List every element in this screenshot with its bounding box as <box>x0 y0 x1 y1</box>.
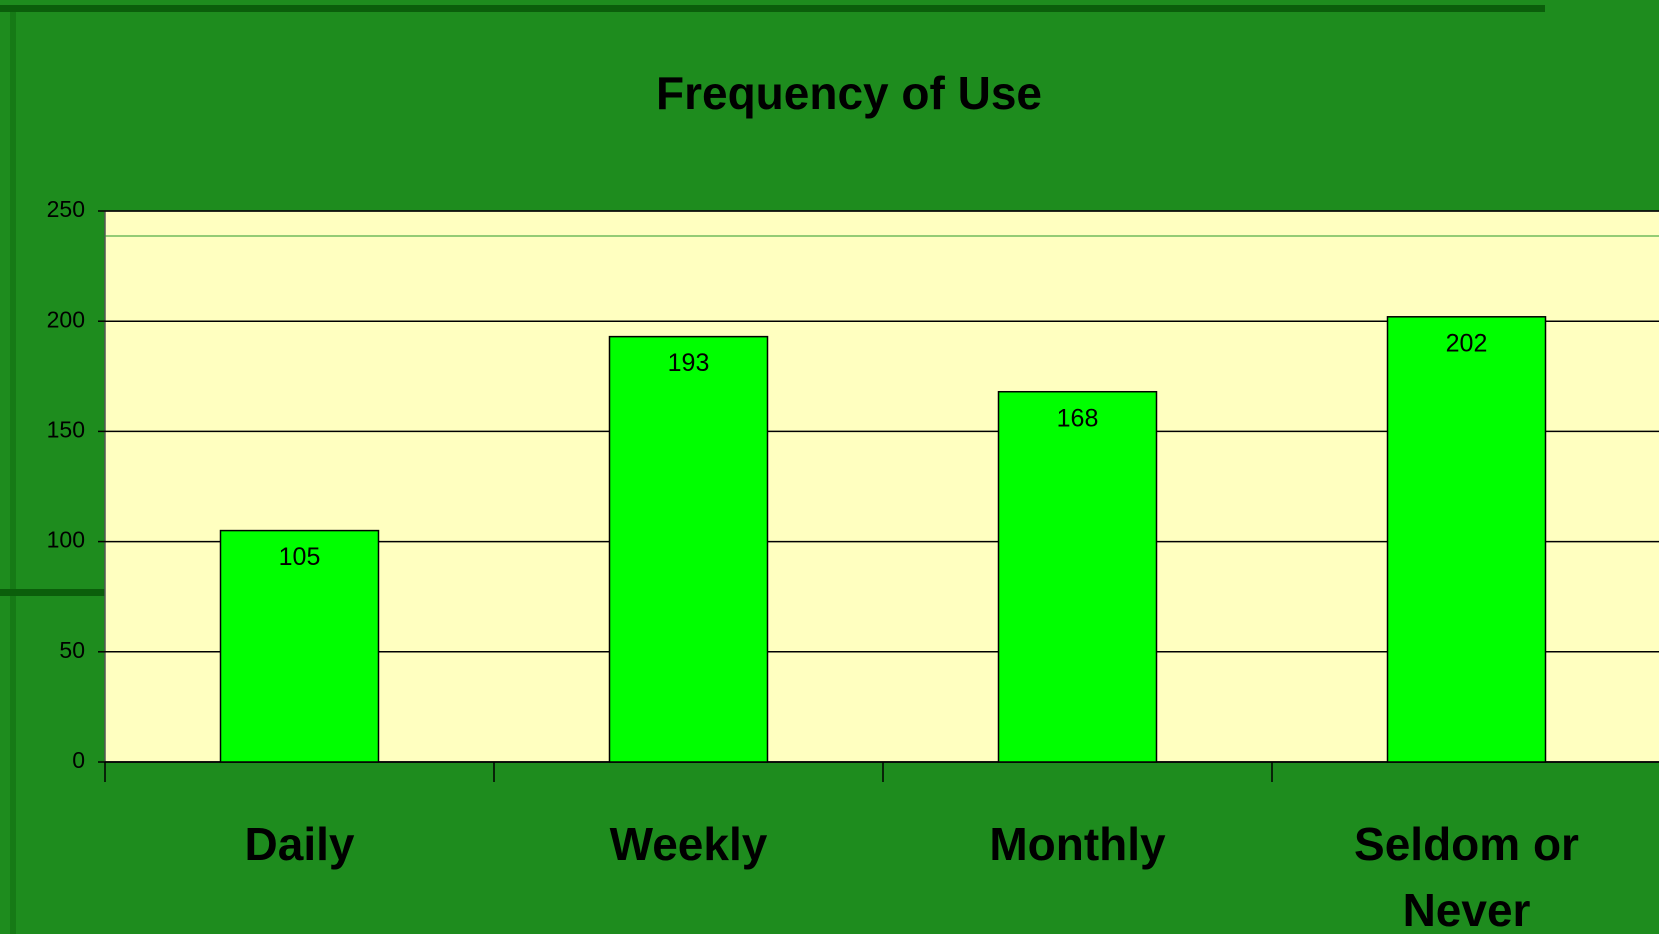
value-label: 168 <box>1057 404 1099 432</box>
bar <box>219 529 380 763</box>
chart-title: Frequency of Use <box>656 67 1042 119</box>
bar <box>997 390 1158 763</box>
left-rule <box>10 12 16 934</box>
x-tick-label: Daily <box>244 818 355 870</box>
top-rule <box>0 5 1545 12</box>
value-label: 193 <box>668 349 710 377</box>
y-tick-label: 250 <box>47 196 85 222</box>
value-label: 105 <box>279 543 321 571</box>
bar <box>608 335 769 763</box>
bar <box>1386 316 1547 763</box>
y-tick-label: 100 <box>47 527 85 553</box>
y-tick-label: 0 <box>72 747 85 773</box>
y-tick-label: 200 <box>47 306 85 332</box>
y-tick-label: 50 <box>59 637 85 663</box>
mid-rule <box>0 589 105 596</box>
value-label: 202 <box>1446 329 1488 357</box>
x-tick-label: Weekly <box>609 818 768 870</box>
x-tick-label: Monthly <box>989 818 1166 870</box>
x-tick-label: Seldom or Never <box>1354 818 1579 934</box>
y-tick-label: 150 <box>47 416 85 442</box>
